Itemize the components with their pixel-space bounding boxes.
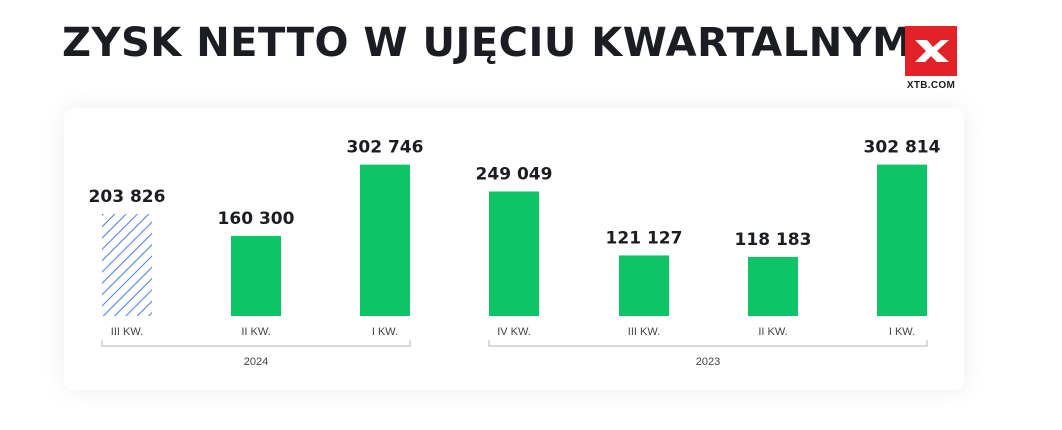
category-label: III KW. (628, 326, 660, 338)
group-label-2023: 2023 (696, 356, 720, 368)
category-label: I KW. (889, 326, 915, 338)
bar-2024-iiikw (102, 214, 152, 316)
bar-value-label: 121 127 (606, 228, 683, 248)
category-label: I KW. (372, 326, 398, 338)
bar-2023-iikw (748, 256, 798, 316)
group-bracket-2023 (488, 340, 928, 347)
category-label: II KW. (241, 326, 270, 338)
group-label-2024: 2024 (244, 356, 268, 368)
category-label: III KW. (111, 326, 143, 338)
bar-value-label: 160 300 (218, 209, 295, 229)
bar-2024-iikw (231, 235, 281, 316)
page-title: ZYSK NETTO W UJĘCIU KWARTALNYM (62, 20, 913, 66)
bar-value-label: 302 814 (864, 138, 941, 158)
group-bracket-2024 (101, 340, 411, 347)
bar-2023-iiikw (619, 255, 669, 316)
category-label: II KW. (758, 326, 787, 338)
bar-2024-ikw (360, 164, 410, 316)
category-label: IV KW. (497, 326, 531, 338)
xtb-logo: XTB.COM (903, 26, 959, 91)
bar-2023-ivkw (489, 191, 539, 316)
xtb-logo-icon (905, 26, 957, 76)
bar-2023-ikw (877, 164, 927, 316)
logo-text: XTB.COM (906, 80, 956, 91)
bar-value-label: 118 183 (735, 230, 812, 250)
bar-value-label: 249 049 (476, 164, 553, 184)
bar-value-label: 302 746 (347, 138, 424, 158)
bar-value-label: 203 826 (89, 187, 166, 207)
